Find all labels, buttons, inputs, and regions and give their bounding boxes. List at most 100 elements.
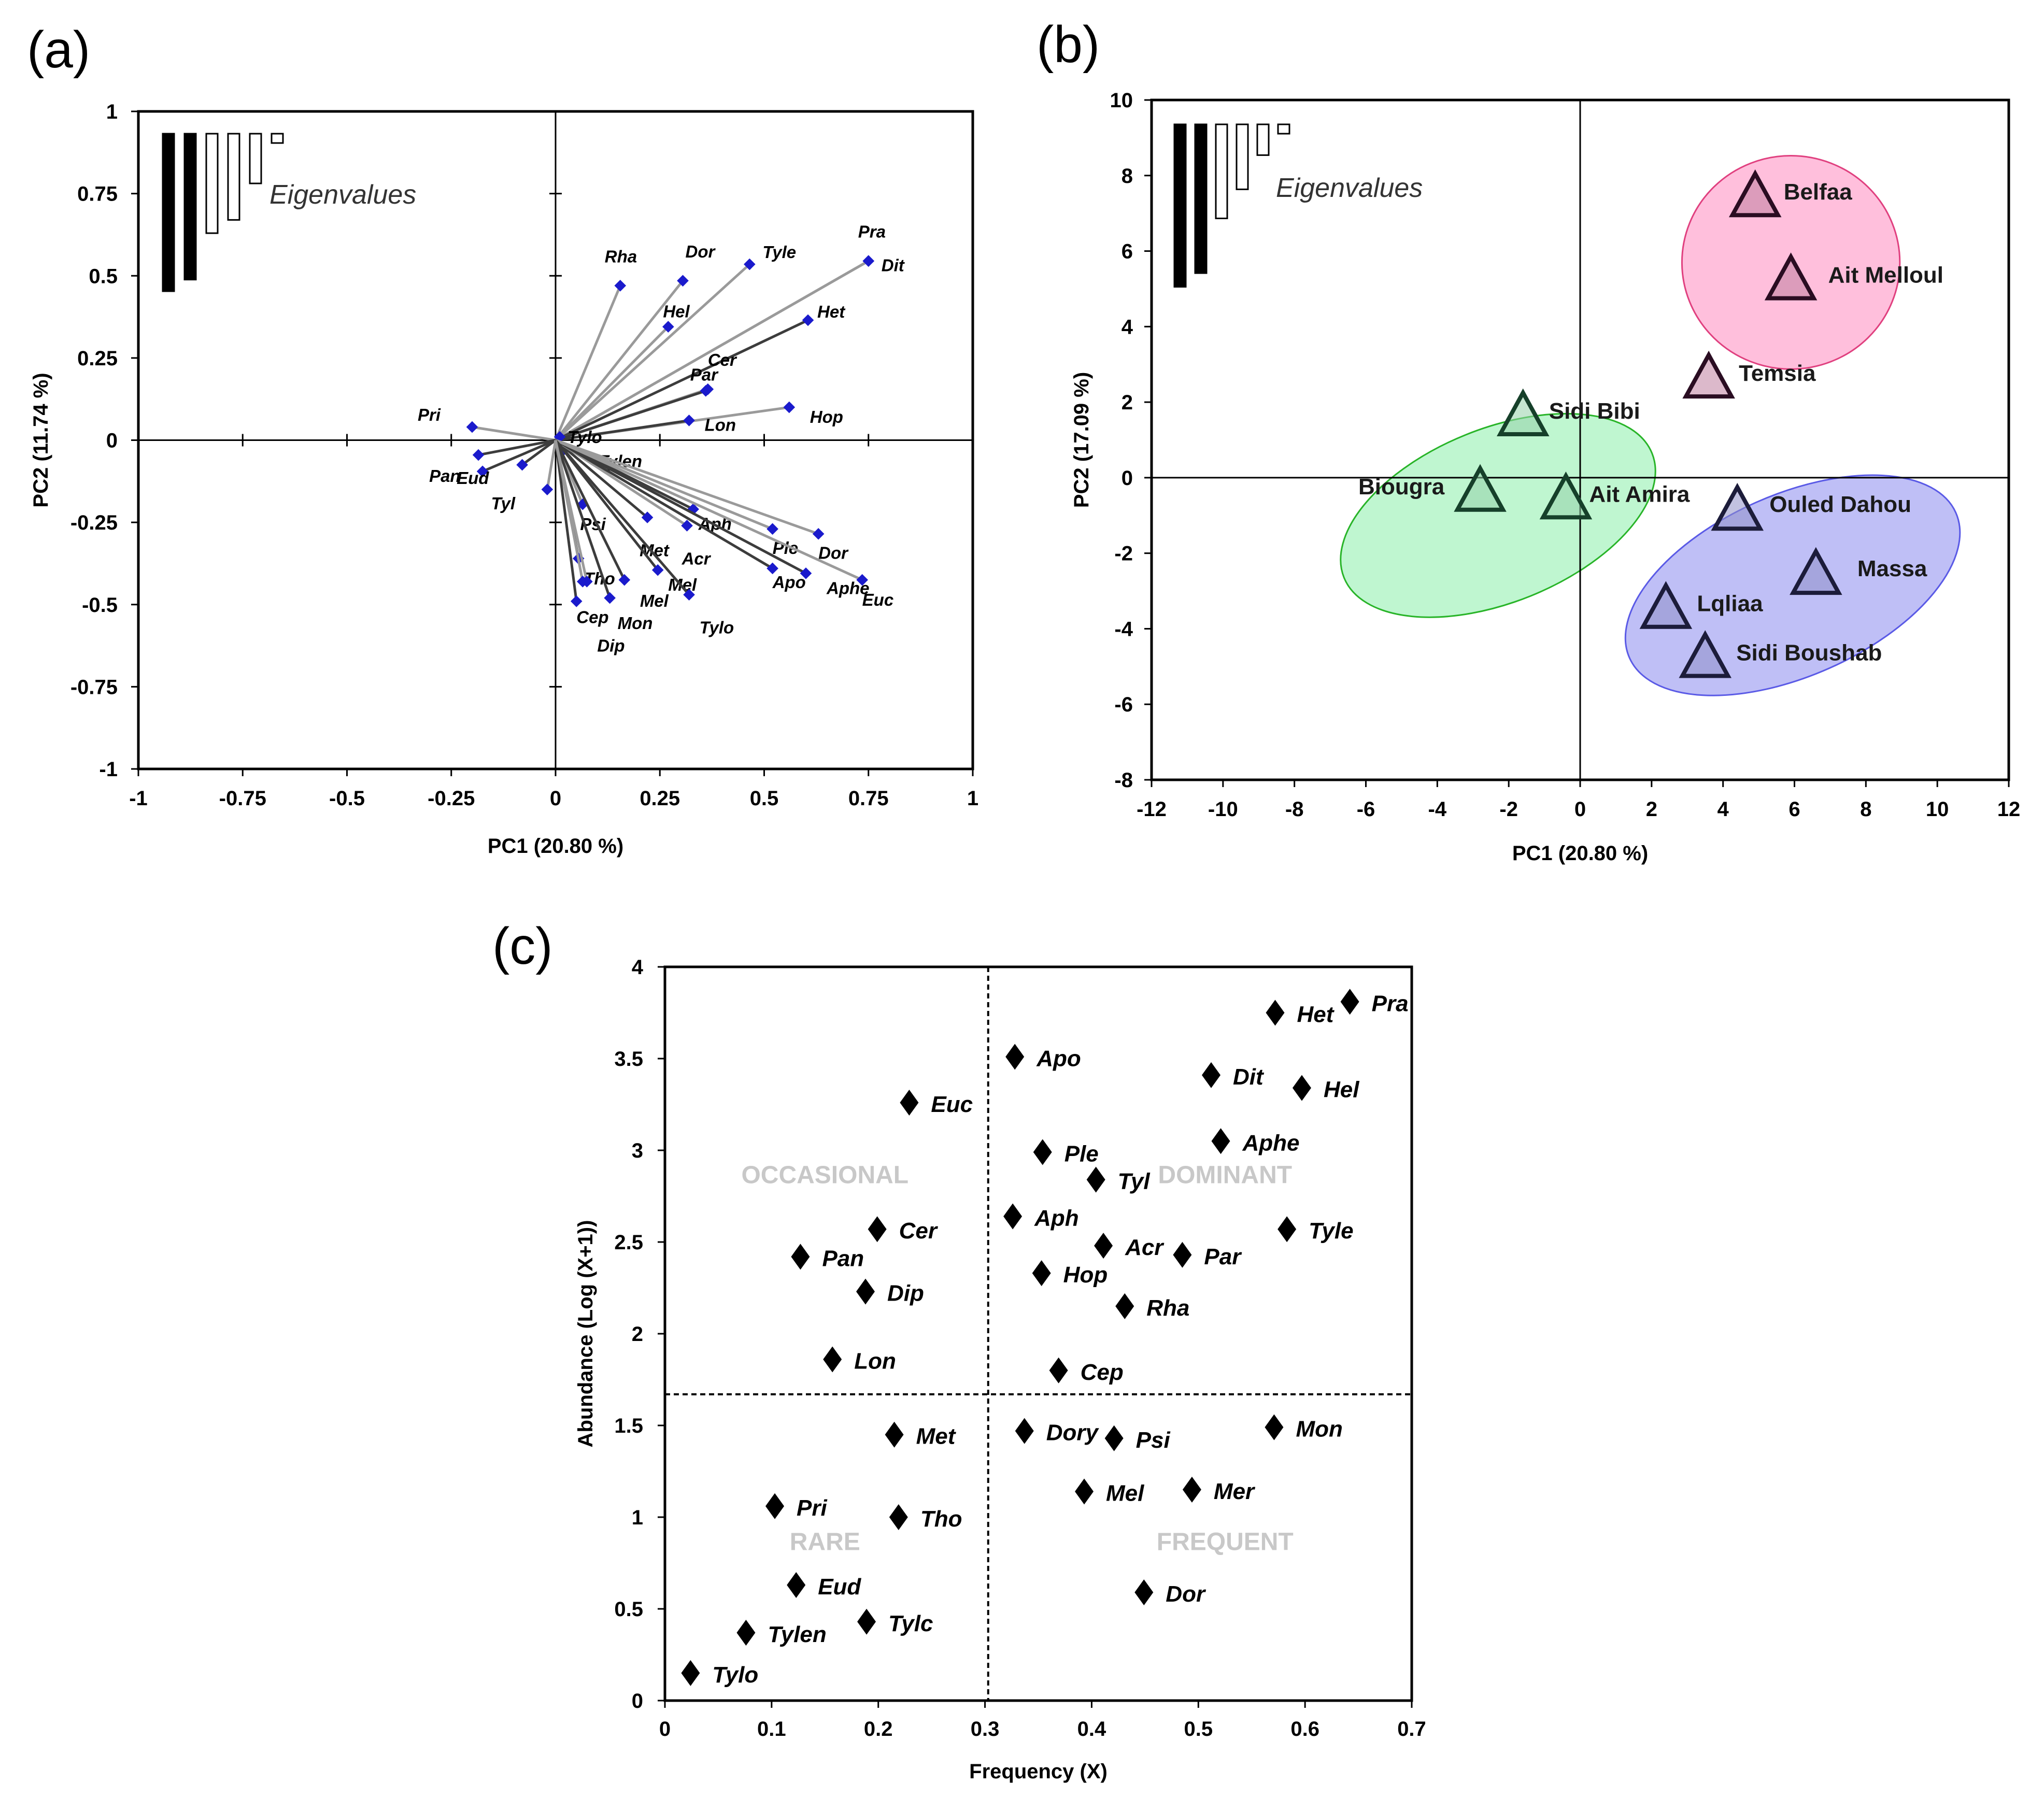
x-tick-label: -1 (129, 787, 148, 810)
eigenvalue-bar (249, 133, 262, 184)
x-axis-title: PC1 (20.80 %) (488, 835, 623, 858)
y-tick-label: -8 (1114, 769, 1133, 792)
species-point (1265, 1414, 1284, 1440)
species-label: Rha (1146, 1295, 1189, 1321)
x-tick-label: 0.5 (1184, 1718, 1213, 1740)
loading-point (651, 564, 664, 576)
species-point (900, 1089, 919, 1116)
y-tick-label: 0 (632, 1690, 643, 1713)
species-label: Hel (1324, 1077, 1359, 1103)
y-tick-label: -1 (99, 758, 118, 781)
loading-point (466, 421, 478, 433)
loading-point (614, 279, 627, 292)
y-tick-label: -4 (1114, 618, 1133, 640)
species-point (1086, 1166, 1105, 1193)
loading-vector (555, 439, 648, 519)
loading-point (862, 255, 875, 267)
species-point (765, 1493, 785, 1519)
eigenvalue-bar (205, 133, 219, 234)
x-tick-label: 0.5 (750, 787, 779, 810)
x-tick-label: 10 (1926, 798, 1949, 821)
species-label: Hop (1063, 1262, 1108, 1288)
species-label: Cer (899, 1218, 939, 1244)
loading-label: Dip (597, 636, 624, 655)
species-point (868, 1216, 887, 1243)
quadrant-label: RARE (790, 1529, 860, 1556)
x-axis-title: PC1 (20.80 %) (1512, 842, 1648, 865)
eigenvalue-bar (1236, 123, 1249, 190)
eigenvalue-bar (1256, 123, 1270, 156)
loading-label: Hop (810, 407, 843, 426)
loading-vector (546, 440, 557, 490)
panel-c-chart: 0 0.1 0.2 0.3 0.4 0.5 0.6 0.7 0 0.5 1 1.5 2 2.5 3 3.5 4 F… (574, 956, 1426, 1783)
species-point (823, 1346, 842, 1373)
loading-vector (555, 260, 869, 441)
y-tick-label: 0 (106, 430, 118, 452)
site-label: Lqliaa (1697, 591, 1763, 617)
species-label: Tylc (888, 1611, 933, 1636)
species-point (1115, 1293, 1134, 1319)
eigenvalue-bar (1215, 123, 1228, 219)
loading-label: Acr (682, 549, 712, 568)
site-marker (1790, 547, 1842, 595)
x-tick-label: -2 (1499, 798, 1518, 821)
y-tick-label: 2 (632, 1323, 643, 1346)
species-label: Tyle (1309, 1218, 1353, 1244)
loading-label: Pri (418, 405, 441, 424)
x-tick-label: -0.5 (329, 787, 365, 810)
x-tick-label: 0.4 (1077, 1718, 1106, 1740)
loading-point (800, 567, 812, 579)
species-label: Mon (1296, 1417, 1342, 1442)
y-tick-label: 2.5 (614, 1231, 643, 1254)
loading-vector (554, 439, 626, 581)
y-tick-label: -2 (1114, 543, 1133, 565)
loading-point (476, 465, 489, 478)
y-tick-label: -6 (1114, 693, 1133, 716)
y-axis-title: PC2 (17.09 %) (1070, 372, 1093, 508)
y-tick-label: 4 (1122, 316, 1133, 338)
loading-point (700, 385, 712, 397)
site-label: Ait Melloul (1828, 263, 1943, 288)
eigenvalue-bars (162, 133, 284, 292)
species-point (1201, 1062, 1220, 1088)
x-tick-label: 0.75 (848, 787, 889, 810)
species-label: Euc (931, 1092, 973, 1117)
loading-point (541, 483, 553, 495)
y-tick-label: 1.5 (614, 1415, 643, 1437)
site-marker (1728, 169, 1782, 218)
species-label: Pra (1372, 991, 1409, 1016)
loading-vector (555, 325, 670, 441)
species-label: Tyl (1118, 1169, 1151, 1194)
site-marker (1454, 464, 1507, 512)
loading-vector (554, 440, 578, 602)
species-label: Het (1297, 1002, 1335, 1028)
eigenvalue-bar (1173, 123, 1187, 288)
loading-label: Hel (663, 302, 690, 321)
species-label: Cep (1081, 1360, 1124, 1385)
loading-label: Dit (882, 256, 905, 275)
loading-point (662, 321, 674, 333)
species-point (1104, 1425, 1124, 1451)
panel-c: (c) 0 0.1 0.2 0.3 0.4 0.5 0.6 0.7 0 0.5 1 1.5 2 2.5 3 3… (492, 917, 1426, 1783)
loading-label: Eud (457, 468, 489, 488)
loading-label: Rha (605, 247, 637, 266)
y-tick-label: 0 (1122, 467, 1133, 490)
x-tick-label: 2 (1646, 798, 1657, 821)
loading-label: Cer (708, 350, 737, 369)
quadrant-label: OCCASIONAL (741, 1162, 909, 1189)
eigenvalue-bar (227, 133, 240, 221)
loading-point (516, 459, 528, 471)
panel-b: (b) -12 -10 -8 -6 -4 -2 0 2 4 6 8 10 12 -8 -6 -4 -2 0 2 4 6 8… (1037, 16, 2020, 865)
species-point (1015, 1418, 1034, 1444)
loading-point (570, 595, 583, 607)
loading-label: Pan (429, 466, 461, 486)
site-label: Ouled Dahou (1769, 492, 1911, 517)
x-tick-label: 4 (1717, 798, 1729, 821)
species-point (857, 1608, 876, 1635)
species-label: Dor (1166, 1581, 1206, 1607)
x-tick-label: 1 (967, 787, 978, 810)
loading-point (604, 592, 616, 604)
loading-vector (555, 439, 819, 535)
site-label: Ait Amira (1589, 481, 1690, 507)
loading-point (744, 258, 756, 270)
